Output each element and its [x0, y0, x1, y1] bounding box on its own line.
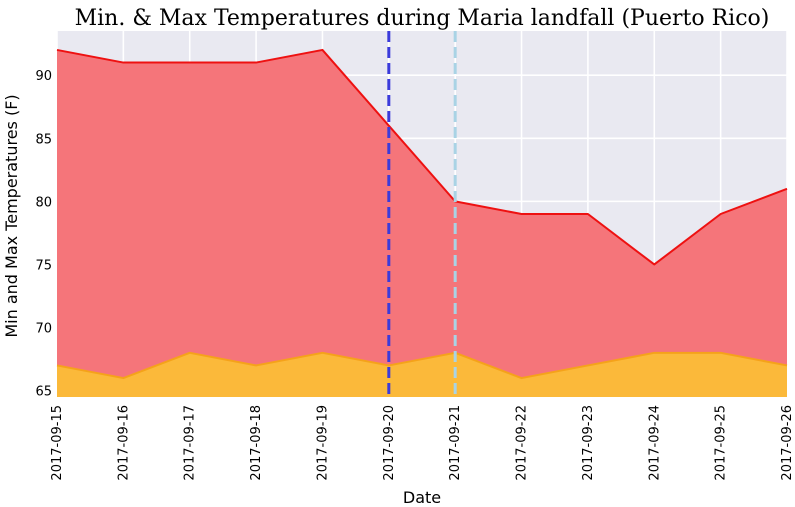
x-tick-label: 2017-09-19	[315, 405, 330, 481]
x-tick-label: 2017-09-23	[581, 405, 596, 481]
series-line-1	[56, 351, 788, 380]
y-tick-label: 75	[35, 258, 52, 273]
x-tick-label: 2017-09-18	[249, 405, 264, 481]
y-tick-label: 70	[35, 322, 52, 337]
x-tick-label: 2017-09-22	[515, 405, 530, 481]
x-tick-label: 2017-09-20	[382, 405, 397, 481]
x-tick-label: 2017-09-15	[50, 405, 65, 481]
x-tick-label: 2017-09-25	[714, 405, 729, 481]
series-area-1	[57, 352, 787, 397]
y-tick-label: 80	[35, 195, 52, 210]
y-tick-label: 90	[35, 69, 52, 84]
x-axis-ticks: 2017-09-15 2017-09-16 2017-09-17 2017-09-18…	[50, 405, 795, 481]
series-areas	[56, 48, 788, 398]
x-tick-label: 2017-09-17	[183, 405, 198, 481]
x-tick-label: 2017-09-16	[116, 405, 131, 481]
y-axis-ticks: 65 70 75 80 85 90	[35, 69, 52, 400]
x-tick-label: 2017-09-21	[448, 405, 463, 481]
y-tick-label: 85	[35, 132, 52, 147]
series-area-0	[57, 49, 787, 398]
y-axis-label: Min and Max Temperatures (F)	[2, 94, 21, 337]
landfall-markers	[387, 31, 457, 397]
x-tick-label: 2017-09-26	[780, 405, 795, 481]
x-axis-label: Date	[403, 488, 441, 507]
x-tick-label: 2017-09-24	[647, 405, 662, 481]
chart-title: Min. & Max Temperatures during Maria lan…	[75, 6, 770, 31]
series-line-0	[56, 48, 788, 266]
y-tick-label: 65	[35, 385, 52, 400]
